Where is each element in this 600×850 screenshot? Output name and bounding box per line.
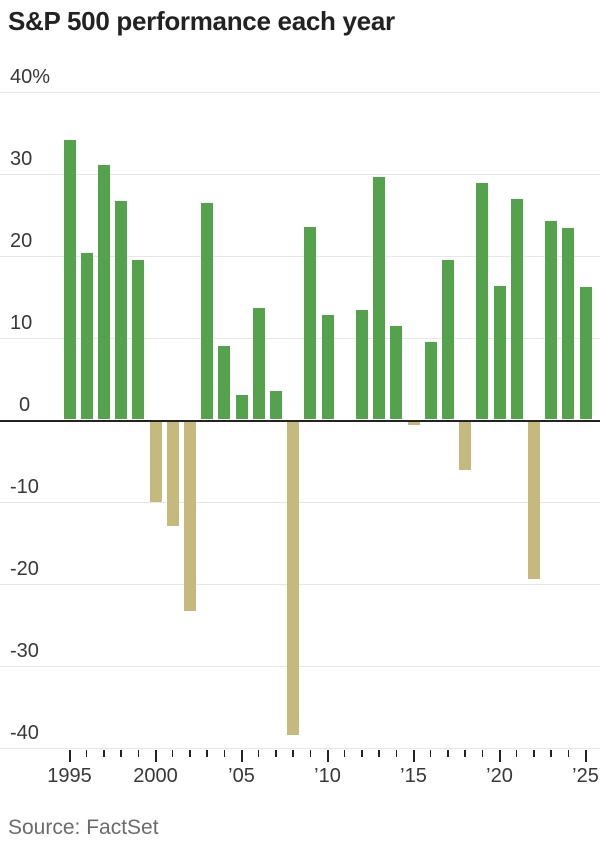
bar-2015 <box>407 419 420 426</box>
x-major-tick-2020 <box>498 749 501 762</box>
bar-2003 <box>201 203 214 420</box>
x-axis-zero-line <box>0 419 600 422</box>
x-minor-tick-2021 <box>515 749 518 757</box>
bar-2024 <box>562 228 575 420</box>
x-minor-tick-2012 <box>361 749 363 757</box>
x-axis-label-2000: 2000 <box>133 765 178 787</box>
chart-title: S&P 500 performance each year <box>8 6 395 36</box>
gridline--40 <box>0 747 600 749</box>
x-minor-tick-2009 <box>309 749 312 757</box>
x-minor-tick-2008 <box>292 749 294 757</box>
x-axis-label-1995: 1995 <box>47 765 92 787</box>
bar-2010 <box>321 314 334 420</box>
x-minor-tick-2011 <box>343 749 346 757</box>
bar-1998 <box>115 200 128 420</box>
x-minor-tick-1996 <box>85 749 88 757</box>
bar-1999 <box>132 259 145 420</box>
x-minor-tick-2019 <box>481 749 484 757</box>
bar-2020 <box>493 285 506 420</box>
x-axis-label-2010: ’10 <box>314 765 341 787</box>
x-major-tick-2010 <box>326 749 329 762</box>
bar-2004 <box>218 345 231 420</box>
bar-2025 <box>579 286 592 420</box>
gridline--30 <box>0 665 600 667</box>
x-minor-tick-2006 <box>257 749 260 757</box>
bar-2009 <box>304 226 317 420</box>
gridline--20 <box>0 583 600 585</box>
x-minor-tick-2018 <box>464 749 466 757</box>
bar-2022 <box>527 419 540 579</box>
gridline-10 <box>0 337 600 339</box>
y-axis-label--10: -10 <box>10 475 39 498</box>
x-axis-label-2020: ’20 <box>486 765 513 787</box>
bar-2017 <box>441 260 454 420</box>
x-minor-tick-2022 <box>533 749 535 757</box>
bar-2007 <box>269 390 282 420</box>
x-major-tick-2005 <box>240 749 243 762</box>
bar-1997 <box>97 165 110 420</box>
bar-2012 <box>355 309 368 420</box>
bar-2005 <box>235 394 248 420</box>
bar-2006 <box>252 307 265 420</box>
x-axis-label-2025: ’25 <box>572 765 599 787</box>
y-axis-label-0: 0 <box>19 393 31 416</box>
bar-2001 <box>166 419 179 527</box>
bar-2008 <box>287 419 300 736</box>
bar-2023 <box>545 221 558 420</box>
bar-2013 <box>373 176 386 420</box>
bar-2021 <box>510 198 523 420</box>
x-minor-tick-2024 <box>567 749 570 757</box>
y-axis-label-20: 20 <box>10 229 33 252</box>
x-minor-tick-2017 <box>447 749 449 757</box>
y-axis-label-30: 30 <box>10 147 33 170</box>
bar-2014 <box>390 326 403 420</box>
gridline--10 <box>0 501 600 503</box>
x-minor-tick-2002 <box>189 749 191 757</box>
x-major-tick-2000 <box>154 749 157 762</box>
x-minor-tick-1999 <box>137 749 140 757</box>
bar-2002 <box>183 419 196 612</box>
x-minor-tick-2014 <box>395 749 398 757</box>
bar-2019 <box>476 182 489 420</box>
source-note: Source: FactSet <box>8 816 159 839</box>
bar-1996 <box>80 253 93 420</box>
gridline-20 <box>0 255 600 257</box>
x-minor-tick-2007 <box>275 749 277 757</box>
x-minor-tick-1997 <box>103 749 105 757</box>
bar-2016 <box>424 341 437 420</box>
x-minor-tick-2013 <box>378 749 380 757</box>
x-minor-tick-2016 <box>429 749 432 757</box>
bar-1995 <box>63 139 76 420</box>
bar-2018 <box>459 419 472 471</box>
x-minor-tick-2003 <box>206 749 208 757</box>
x-major-tick-1995 <box>68 749 71 762</box>
x-minor-tick-2001 <box>171 749 174 757</box>
x-minor-tick-2023 <box>550 749 552 757</box>
x-axis-label-2005: ’05 <box>228 765 255 787</box>
y-axis-label--40: -40 <box>10 721 39 744</box>
gridline-30 <box>0 173 600 175</box>
x-axis-label-2015: ’15 <box>400 765 427 787</box>
x-major-tick-2025 <box>584 749 587 762</box>
x-major-tick-2015 <box>412 749 415 762</box>
y-axis-label-10: 10 <box>10 311 33 334</box>
x-minor-tick-2004 <box>223 749 226 757</box>
x-minor-tick-1998 <box>120 749 122 757</box>
bar-2000 <box>149 419 162 503</box>
y-axis-label-40: 40% <box>10 65 51 88</box>
y-axis-label--20: -20 <box>10 557 39 580</box>
y-axis-label--30: -30 <box>10 639 39 662</box>
gridline-40 <box>0 91 600 93</box>
